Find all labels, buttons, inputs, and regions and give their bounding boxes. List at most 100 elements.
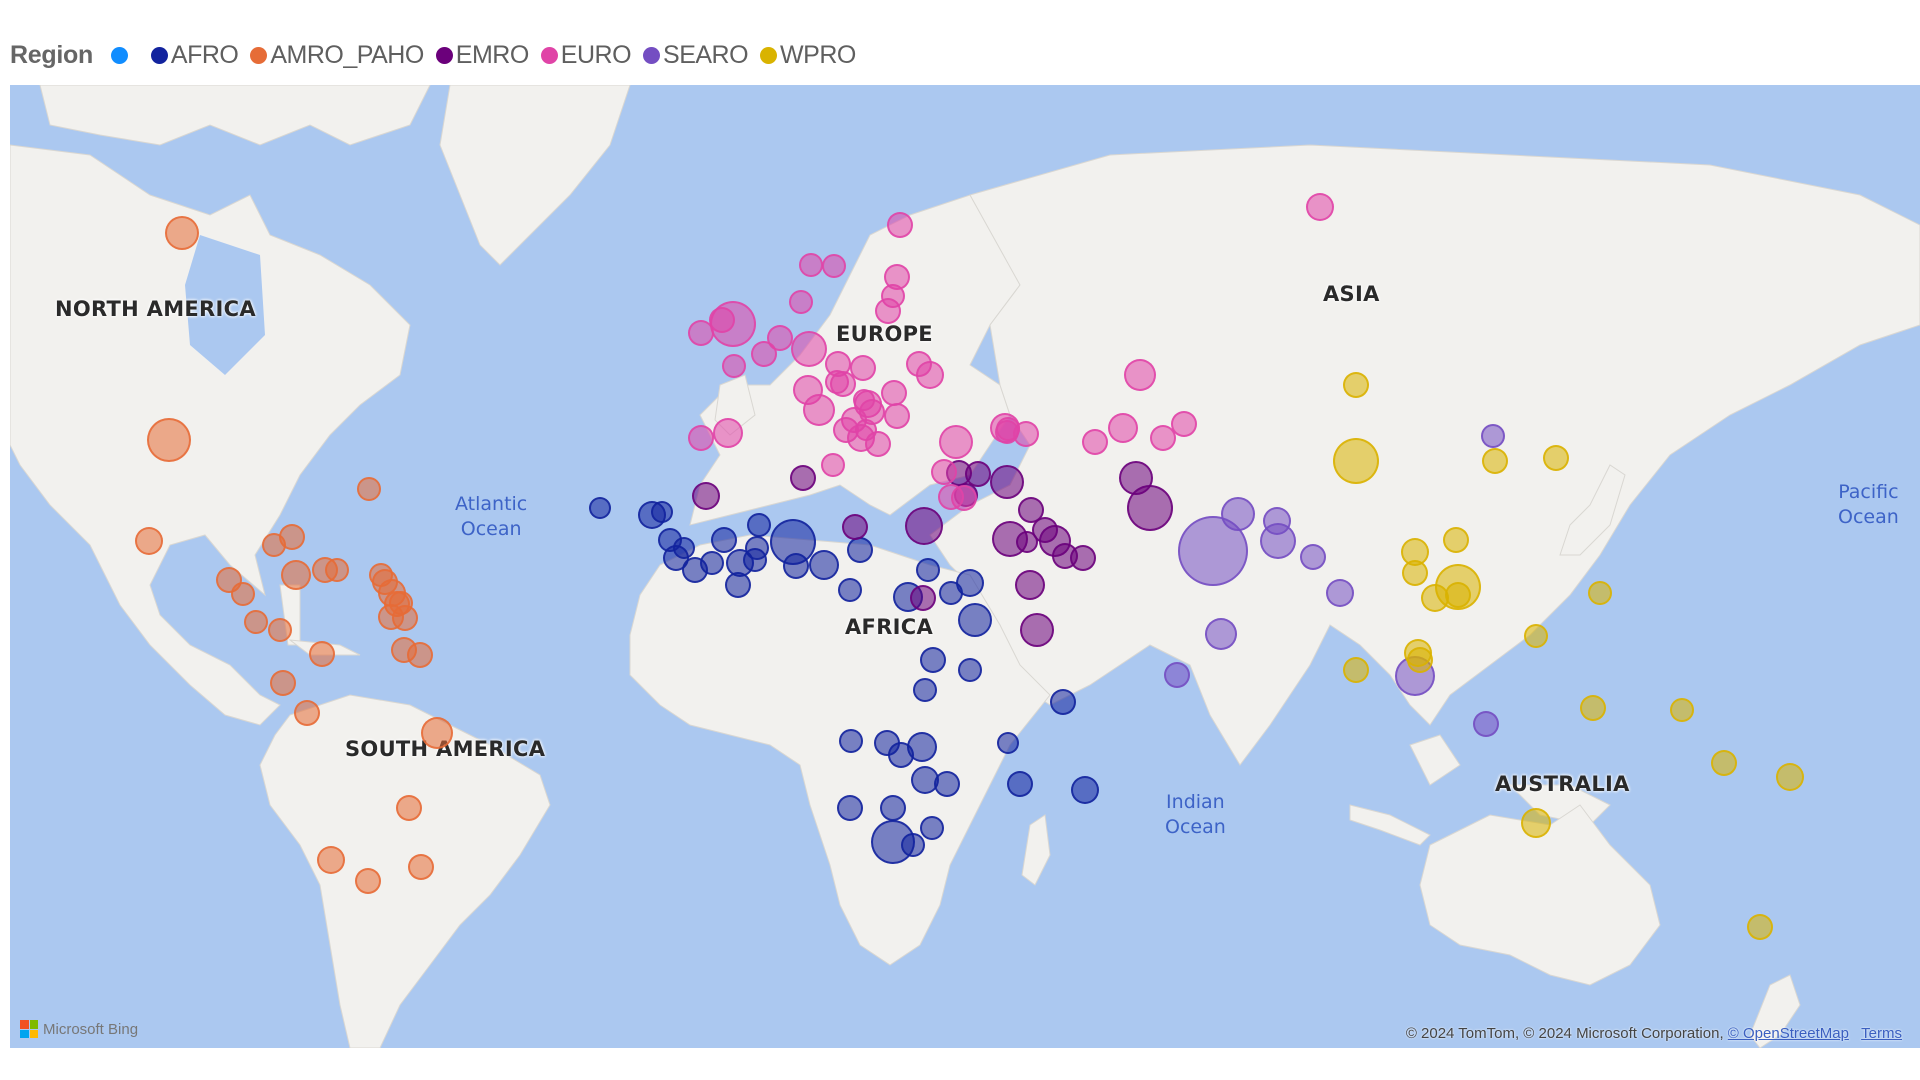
bubble-amro_paho[interactable] xyxy=(279,524,305,550)
bubble-euro[interactable] xyxy=(713,418,743,448)
bubble-euro[interactable] xyxy=(803,394,835,426)
legend-item-wpro[interactable]: WPRO xyxy=(760,41,856,70)
bubble-euro[interactable] xyxy=(996,417,1020,441)
bubble-emro[interactable] xyxy=(1070,545,1096,571)
bubble-wpro[interactable] xyxy=(1670,698,1694,722)
bubble-amro_paho[interactable] xyxy=(355,868,381,894)
legend-item-amro_paho[interactable]: AMRO_PAHO xyxy=(250,41,424,70)
bubble-afro[interactable] xyxy=(1007,771,1033,797)
bubble-afro[interactable] xyxy=(958,658,982,682)
bubble-afro[interactable] xyxy=(997,732,1019,754)
bubble-wpro[interactable] xyxy=(1580,695,1606,721)
bubble-amro_paho[interactable] xyxy=(135,527,163,555)
bubble-wpro[interactable] xyxy=(1776,763,1804,791)
terms-link[interactable]: Terms xyxy=(1861,1025,1902,1042)
bubble-afro[interactable] xyxy=(783,553,809,579)
bubble-searo[interactable] xyxy=(1300,544,1326,570)
bubble-emro[interactable] xyxy=(692,482,720,510)
bubble-searo[interactable] xyxy=(1178,516,1248,586)
bubble-searo[interactable] xyxy=(1481,424,1505,448)
bubble-searo[interactable] xyxy=(1221,497,1255,531)
bubble-afro[interactable] xyxy=(920,647,946,673)
bubble-afro[interactable] xyxy=(747,513,771,537)
legend-item-afro[interactable]: AFRO xyxy=(150,41,239,70)
bubble-euro[interactable] xyxy=(789,290,813,314)
bubble-amro_paho[interactable] xyxy=(268,618,292,642)
bubble-euro[interactable] xyxy=(830,371,856,397)
bubble-wpro[interactable] xyxy=(1524,624,1548,648)
bubble-emro[interactable] xyxy=(990,465,1024,499)
bubble-euro[interactable] xyxy=(938,484,964,510)
bubble-amro_paho[interactable] xyxy=(392,605,418,631)
bubble-wpro[interactable] xyxy=(1435,564,1481,610)
bubble-afro[interactable] xyxy=(920,816,944,840)
bubble-afro[interactable] xyxy=(901,833,925,857)
bubble-emro[interactable] xyxy=(1015,570,1045,600)
bubble-wpro[interactable] xyxy=(1521,808,1551,838)
bubble-wpro[interactable] xyxy=(1543,445,1569,471)
bubble-amro_paho[interactable] xyxy=(216,567,242,593)
bubble-searo[interactable] xyxy=(1164,662,1190,688)
bubble-wpro[interactable] xyxy=(1333,438,1379,484)
bubble-wpro[interactable] xyxy=(1711,750,1737,776)
bubble-afro[interactable] xyxy=(809,550,839,580)
bubble-euro[interactable] xyxy=(881,380,907,406)
bubble-euro[interactable] xyxy=(865,431,891,457)
bubble-emro[interactable] xyxy=(905,507,943,545)
bubble-wpro[interactable] xyxy=(1588,581,1612,605)
bubble-afro[interactable] xyxy=(700,551,724,575)
bubble-euro[interactable] xyxy=(821,453,845,477)
legend-item-searo[interactable]: SEARO xyxy=(643,41,749,70)
bubble-euro[interactable] xyxy=(791,331,827,367)
bubble-afro[interactable] xyxy=(651,501,673,523)
bubble-amro_paho[interactable] xyxy=(421,717,453,749)
bubble-amro_paho[interactable] xyxy=(147,418,191,462)
bubble-afro[interactable] xyxy=(880,795,906,821)
bubble-amro_paho[interactable] xyxy=(325,558,349,582)
bubble-euro[interactable] xyxy=(931,459,957,485)
bubble-euro[interactable] xyxy=(1124,359,1156,391)
bubble-euro[interactable] xyxy=(887,212,913,238)
bubble-euro[interactable] xyxy=(822,254,846,278)
bubble-wpro[interactable] xyxy=(1343,657,1369,683)
bubble-euro[interactable] xyxy=(751,341,777,367)
bubble-emro[interactable] xyxy=(1016,531,1038,553)
bubble-emro[interactable] xyxy=(1020,613,1054,647)
bubble-amro_paho[interactable] xyxy=(281,560,311,590)
bubble-afro[interactable] xyxy=(838,578,862,602)
bubble-euro[interactable] xyxy=(939,425,973,459)
bubble-searo[interactable] xyxy=(1326,579,1354,607)
bubble-searo[interactable] xyxy=(1260,523,1296,559)
bubble-wpro[interactable] xyxy=(1747,914,1773,940)
bubble-amro_paho[interactable] xyxy=(408,854,434,880)
bubble-euro[interactable] xyxy=(1171,411,1197,437)
bubble-afro[interactable] xyxy=(673,537,695,559)
bubble-amro_paho[interactable] xyxy=(270,670,296,696)
bubble-amro_paho[interactable] xyxy=(244,610,268,634)
bubble-afro[interactable] xyxy=(711,527,737,553)
bubble-euro[interactable] xyxy=(709,307,735,333)
bubble-emro[interactable] xyxy=(910,585,936,611)
bubble-searo[interactable] xyxy=(1473,711,1499,737)
bubble-wpro[interactable] xyxy=(1407,647,1433,673)
bubble-wpro[interactable] xyxy=(1482,448,1508,474)
bubble-wpro[interactable] xyxy=(1443,527,1469,553)
bubble-afro[interactable] xyxy=(847,537,873,563)
bubble-euro[interactable] xyxy=(799,253,823,277)
bubble-euro[interactable] xyxy=(1306,193,1334,221)
legend-item-emro[interactable]: EMRO xyxy=(435,41,529,70)
bubble-amro_paho[interactable] xyxy=(357,477,381,501)
bubble-euro[interactable] xyxy=(875,298,901,324)
bubble-searo[interactable] xyxy=(1205,618,1237,650)
bubble-afro[interactable] xyxy=(916,558,940,582)
bubble-amro_paho[interactable] xyxy=(309,641,335,667)
bubble-euro[interactable] xyxy=(1108,413,1138,443)
bubble-wpro[interactable] xyxy=(1343,372,1369,398)
bubble-wpro[interactable] xyxy=(1402,560,1428,586)
bubble-afro[interactable] xyxy=(939,581,963,605)
bubble-amro_paho[interactable] xyxy=(407,642,433,668)
bubble-afro[interactable] xyxy=(1050,689,1076,715)
bubble-amro_paho[interactable] xyxy=(294,700,320,726)
bubble-euro[interactable] xyxy=(916,361,944,389)
bubble-afro[interactable] xyxy=(837,795,863,821)
